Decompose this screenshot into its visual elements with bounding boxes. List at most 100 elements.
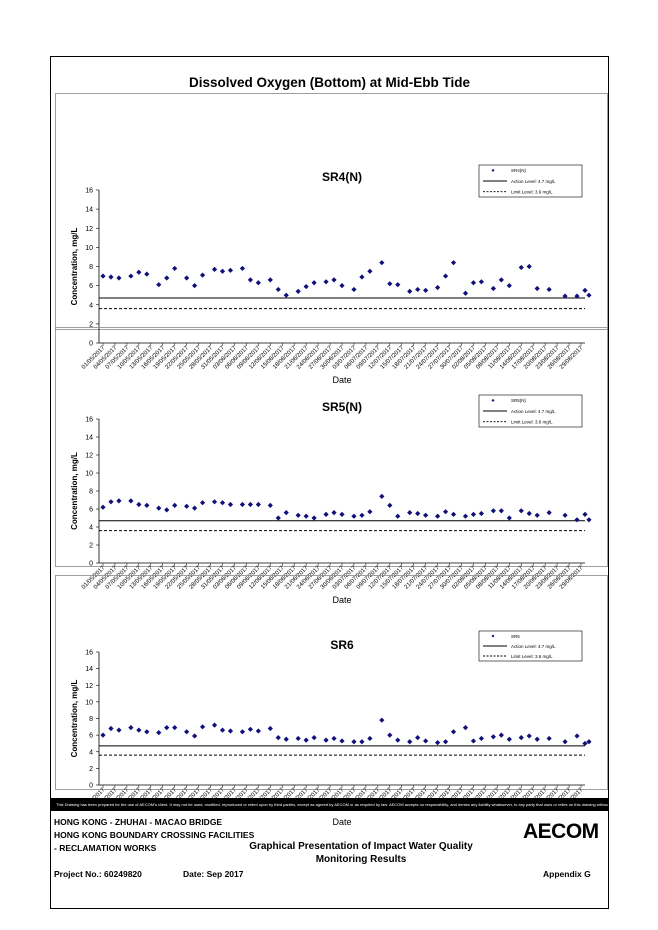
data-point: [247, 726, 253, 732]
legend-marker: [491, 634, 495, 638]
y-tick-label: 14: [85, 207, 93, 214]
data-point: [423, 738, 429, 744]
data-point: [128, 273, 134, 279]
data-point: [442, 739, 449, 745]
chart-title: SR4(N): [322, 170, 362, 184]
data-point: [367, 735, 373, 742]
data-point: [387, 281, 393, 287]
appendix-label: Appendix G: [543, 869, 591, 879]
y-tick-label: 10: [85, 699, 93, 706]
data-point: [387, 732, 393, 738]
legend-action-label: Action Level: 4.7 mg/L: [511, 179, 556, 184]
data-point: [211, 266, 218, 272]
y-tick-label: 16: [85, 417, 93, 424]
legend-limit-label: Limit Level: 3.6 mg/L: [511, 189, 553, 194]
y-tick-label: 0: [89, 341, 93, 348]
data-point: [164, 725, 170, 731]
y-tick-label: 12: [85, 683, 93, 690]
data-point: [192, 505, 198, 511]
chart-border: [55, 327, 608, 567]
data-point: [199, 724, 206, 730]
data-point: [462, 725, 469, 731]
data-point: [172, 502, 178, 508]
data-point: [303, 283, 309, 290]
data-point: [323, 511, 329, 517]
legend-limit-label: Limit Level: 3.6 mg/L: [511, 654, 553, 659]
data-point: [267, 725, 273, 732]
data-point: [199, 272, 206, 278]
data-point: [184, 275, 190, 281]
data-point: [219, 500, 226, 506]
data-point: [387, 502, 393, 508]
y-tick-label: 16: [85, 188, 93, 195]
data-point: [331, 735, 337, 742]
project-line-3: - RECLAMATION WORKS: [54, 843, 157, 853]
y-tick-label: 10: [85, 245, 93, 252]
y-tick-label: 6: [89, 733, 93, 740]
data-point: [108, 725, 114, 732]
data-point: [184, 503, 190, 509]
y-tick-label: 10: [85, 471, 93, 478]
data-point: [351, 513, 357, 519]
data-point: [546, 510, 552, 516]
data-point: [283, 510, 289, 516]
data-point: [478, 279, 485, 285]
y-axis-label: Concentration, mg/L: [70, 680, 79, 758]
data-point: [156, 282, 162, 288]
y-tick-label: 2: [89, 321, 93, 328]
data-point: [227, 501, 234, 508]
data-point: [211, 722, 218, 728]
data-point: [239, 265, 246, 272]
legend-series-label: SR6: [511, 634, 520, 639]
legend-action-label: Action Level: 4.7 mg/L: [511, 409, 556, 414]
data-point: [506, 736, 512, 742]
data-point: [379, 493, 385, 499]
data-point: [490, 285, 496, 292]
data-point: [116, 275, 122, 281]
data-point: [100, 504, 106, 510]
y-tick-label: 2: [89, 543, 93, 550]
data-point: [490, 508, 496, 514]
data-point: [518, 735, 524, 741]
data-point: [199, 500, 206, 506]
y-tick-label: 6: [89, 507, 93, 514]
data-point: [359, 739, 365, 745]
data-point: [379, 260, 385, 266]
data-point: [379, 717, 385, 723]
y-tick-label: 12: [85, 453, 93, 460]
data-point: [184, 729, 190, 735]
data-point: [435, 740, 441, 746]
y-axis-label: Concentration, mg/L: [70, 228, 79, 306]
chart-title: SR6: [330, 638, 354, 652]
data-point: [164, 275, 170, 281]
data-point: [442, 509, 449, 515]
data-point: [518, 264, 524, 271]
data-point: [339, 738, 345, 744]
data-point: [442, 273, 449, 279]
data-point: [164, 507, 170, 513]
data-point: [506, 283, 512, 289]
legend-limit-label: Limit Level: 3.6 mg/L: [511, 419, 553, 424]
data-point: [339, 511, 345, 517]
data-point: [339, 283, 345, 289]
y-tick-label: 6: [89, 283, 93, 290]
data-point: [172, 265, 178, 272]
data-point: [490, 734, 496, 740]
data-point: [255, 501, 261, 508]
data-point: [239, 501, 246, 508]
chart-border: [55, 575, 608, 790]
data-point: [311, 280, 317, 286]
data-point: [462, 513, 469, 519]
data-point: [351, 739, 357, 745]
project-line-1: HONG KONG - ZHUHAI - MACAO BRIDGE: [54, 817, 223, 827]
legend-series-label: SR4(N): [511, 168, 527, 173]
legend-marker: [491, 168, 495, 172]
data-point: [144, 502, 150, 508]
y-tick-label: 2: [89, 766, 93, 773]
data-point: [423, 287, 429, 294]
data-point: [407, 739, 413, 745]
data-point: [275, 286, 281, 293]
data-point: [331, 510, 337, 516]
data-point: [478, 735, 485, 742]
